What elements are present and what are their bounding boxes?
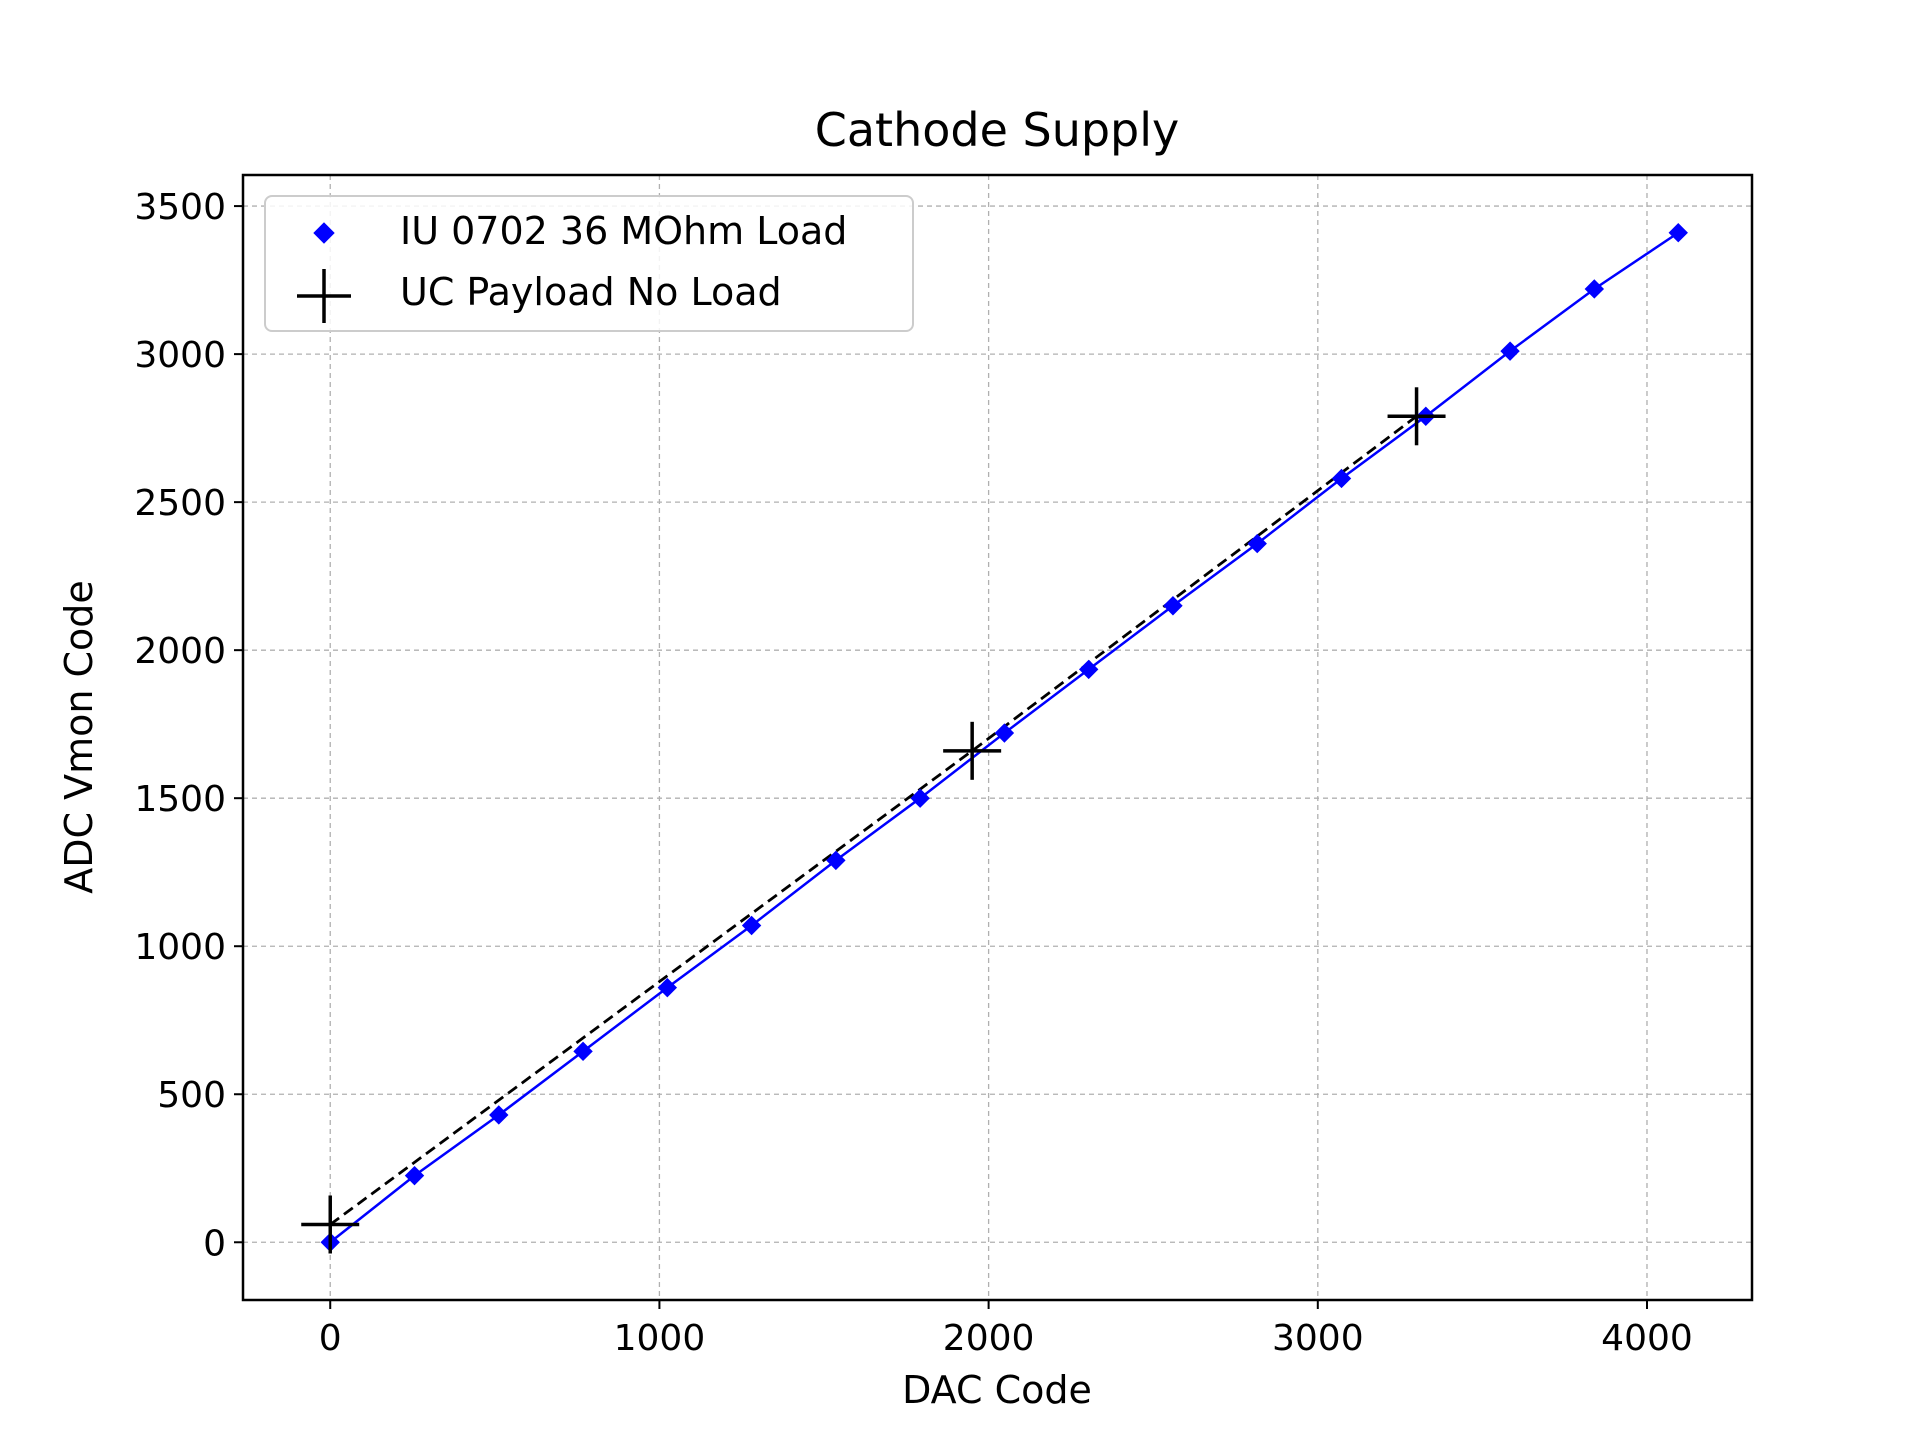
legend-marker-iu-0702 xyxy=(313,222,335,244)
series-line-uc-payload xyxy=(329,415,1418,1226)
x-tick-label: 2000 xyxy=(943,1318,1035,1359)
y-tick-label: 1000 xyxy=(134,927,226,968)
data-point-uc-payload xyxy=(1387,387,1446,446)
data-point-iu-0702 xyxy=(489,1105,509,1125)
y-tick-label: 3000 xyxy=(134,335,226,376)
data-point-iu-0702 xyxy=(573,1041,593,1062)
legend-label-uc-payload: UC Payload No Load xyxy=(400,270,782,314)
legend-plus-icon xyxy=(297,269,351,323)
data-point-iu-0702 xyxy=(1247,533,1267,554)
data-point-iu-0702 xyxy=(910,788,930,808)
data-point-uc-payload xyxy=(301,1195,360,1254)
x-tick-label: 1000 xyxy=(614,1318,706,1359)
data-point-iu-0702 xyxy=(1163,596,1183,616)
data-point-iu-0702 xyxy=(657,977,678,998)
y-tick-label: 0 xyxy=(203,1223,226,1264)
data-point-iu-0702 xyxy=(1668,223,1688,243)
x-tick-label: 0 xyxy=(319,1318,342,1359)
legend-label-iu-0702: IU 0702 36 MOhm Load xyxy=(400,209,847,253)
plot-frame xyxy=(241,173,1754,1302)
axis-ticks: 0 1000 2000 3000 4000 0 500 1000 1500 2000 2500 300… xyxy=(134,187,1692,1359)
legend-box xyxy=(264,195,914,332)
legend: IU 0702 36 MOhm Load UC Payload No Load xyxy=(264,195,914,332)
data-point-iu-0702 xyxy=(1331,468,1352,489)
legend-diamond-icon xyxy=(313,222,335,244)
y-axis-label: ADC Vmon Code xyxy=(57,580,101,894)
y-tick-label: 2500 xyxy=(134,483,226,524)
data-point-iu-0702 xyxy=(1078,659,1099,680)
x-axis-label: DAC Code xyxy=(902,1368,1092,1412)
y-tick-label: 2000 xyxy=(134,631,226,672)
y-tick-label: 3500 xyxy=(134,187,226,228)
data-point-iu-0702 xyxy=(826,850,846,871)
data-point-iu-0702 xyxy=(1584,279,1605,299)
y-tick-label: 1500 xyxy=(134,779,226,820)
data-point-iu-0702 xyxy=(741,915,762,936)
data-point-iu-0702 xyxy=(404,1165,425,1186)
data-point-uc-payload xyxy=(943,721,1002,780)
x-tick-label: 4000 xyxy=(1601,1318,1693,1359)
data-point-iu-0702 xyxy=(1500,341,1520,361)
legend-marker-uc-payload xyxy=(297,269,351,323)
x-tick-label: 3000 xyxy=(1272,1318,1364,1359)
chart-title: Cathode Supply xyxy=(815,103,1180,157)
plot-area xyxy=(301,223,1688,1254)
y-tick-label: 500 xyxy=(157,1075,226,1116)
data-point-iu-0702 xyxy=(994,723,1015,743)
